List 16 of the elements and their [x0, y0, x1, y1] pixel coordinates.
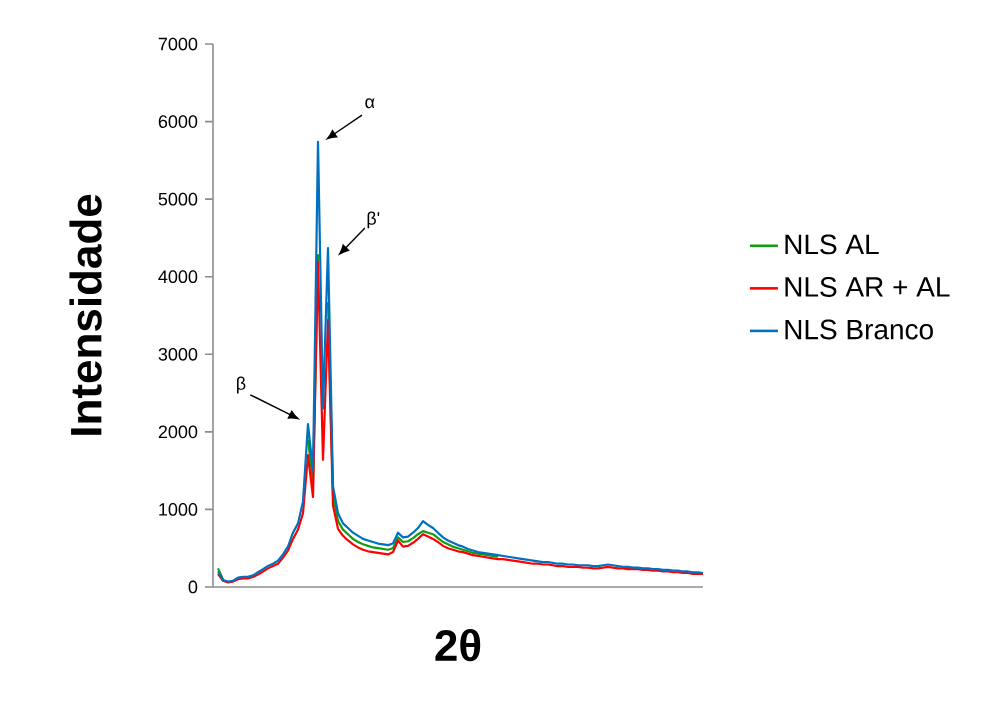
- legend-label: NLS AR + AL: [785, 277, 950, 297]
- y-tick-label: 7000: [158, 37, 198, 51]
- legend-label: NLS Branco: [785, 319, 933, 340]
- y-tick-label: 5000: [158, 192, 198, 206]
- y-tick-label: 1000: [159, 503, 198, 516]
- y-tick-label: 4000: [158, 270, 198, 284]
- x-axis-title: 2θ: [435, 628, 481, 662]
- y-tick-label: 3000: [158, 347, 198, 361]
- annotation: β: [237, 376, 246, 394]
- annotation: β': [367, 211, 380, 229]
- legend-label: NLS AL: [785, 234, 879, 255]
- y-axis-title: Intensidade: [69, 194, 102, 435]
- annotation: α: [365, 98, 375, 109]
- y-tick-label: 0: [188, 580, 198, 594]
- y-tick-label: 6000: [158, 115, 198, 128]
- y-tick-label: 2000: [158, 425, 198, 439]
